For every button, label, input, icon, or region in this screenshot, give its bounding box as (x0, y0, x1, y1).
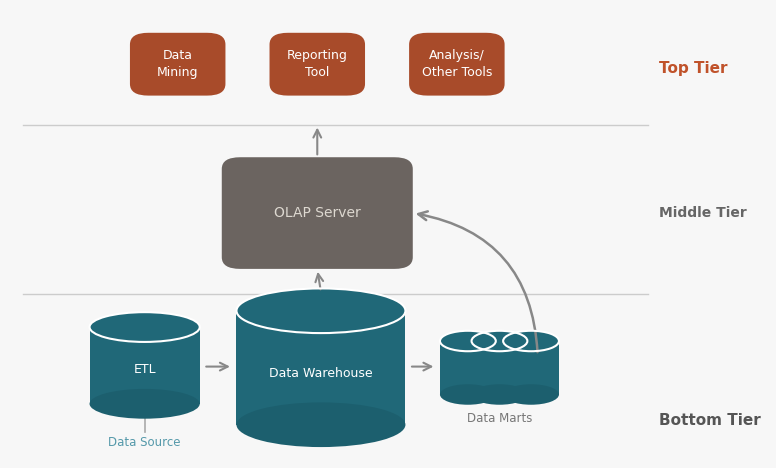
Text: Data Source: Data Source (109, 436, 181, 449)
Ellipse shape (237, 402, 405, 447)
Text: Bottom Tier: Bottom Tier (659, 413, 760, 428)
Bar (472, 341, 528, 395)
Ellipse shape (89, 312, 199, 342)
Bar (440, 341, 496, 395)
FancyBboxPatch shape (409, 33, 504, 95)
FancyBboxPatch shape (269, 33, 365, 95)
Text: Top Tier: Top Tier (659, 61, 727, 76)
Ellipse shape (440, 384, 496, 405)
Text: Data
Mining: Data Mining (157, 49, 199, 79)
Ellipse shape (440, 331, 496, 351)
Ellipse shape (503, 384, 559, 405)
Bar (237, 311, 405, 425)
Text: Data Marts: Data Marts (467, 412, 532, 425)
Ellipse shape (89, 389, 199, 419)
Text: OLAP Server: OLAP Server (274, 206, 361, 220)
Text: ETL: ETL (133, 363, 156, 376)
FancyBboxPatch shape (222, 157, 413, 269)
Text: Middle Tier: Middle Tier (659, 206, 747, 220)
Ellipse shape (237, 288, 405, 333)
Bar (503, 341, 559, 395)
FancyBboxPatch shape (130, 33, 226, 95)
Text: Analysis/
Other Tools: Analysis/ Other Tools (421, 49, 492, 79)
Ellipse shape (472, 384, 528, 405)
Bar (89, 327, 199, 404)
Text: Reporting
Tool: Reporting Tool (287, 49, 348, 79)
Ellipse shape (503, 331, 559, 351)
Text: Data Warehouse: Data Warehouse (269, 367, 372, 380)
Ellipse shape (472, 331, 528, 351)
